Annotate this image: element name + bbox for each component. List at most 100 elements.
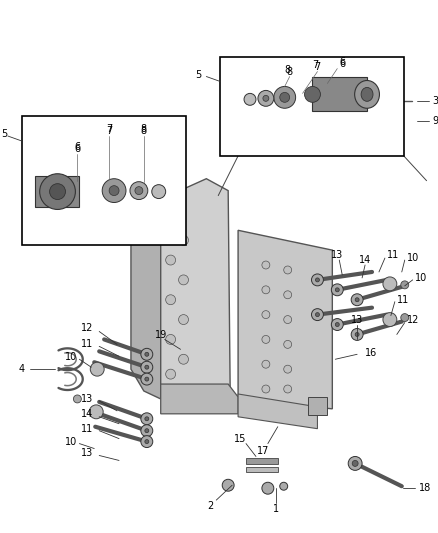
Bar <box>307 397 327 415</box>
Circle shape <box>145 429 149 433</box>
Text: 13: 13 <box>81 394 93 404</box>
Text: 8: 8 <box>285 64 291 75</box>
Text: 11: 11 <box>81 424 93 434</box>
Circle shape <box>141 425 153 437</box>
Circle shape <box>315 313 319 317</box>
Polygon shape <box>238 394 318 429</box>
Circle shape <box>284 316 292 324</box>
Circle shape <box>166 215 176 225</box>
Circle shape <box>135 187 143 195</box>
Text: 10: 10 <box>415 273 427 283</box>
Circle shape <box>141 435 153 448</box>
Ellipse shape <box>355 80 379 108</box>
Text: 7: 7 <box>106 126 112 136</box>
Circle shape <box>401 313 409 321</box>
Text: 12: 12 <box>81 322 93 333</box>
Circle shape <box>40 174 75 209</box>
Circle shape <box>145 365 149 369</box>
Circle shape <box>355 333 359 336</box>
Circle shape <box>74 395 81 403</box>
Text: 6: 6 <box>74 144 81 154</box>
Text: 7: 7 <box>106 124 112 134</box>
Text: 14: 14 <box>359 255 371 265</box>
Circle shape <box>152 184 166 199</box>
Circle shape <box>280 92 290 102</box>
Text: 10: 10 <box>407 253 419 263</box>
Text: 4: 4 <box>19 364 25 374</box>
Text: 8: 8 <box>141 124 147 134</box>
Circle shape <box>145 417 149 421</box>
Circle shape <box>166 255 176 265</box>
Circle shape <box>90 362 104 376</box>
Circle shape <box>258 91 274 106</box>
Circle shape <box>315 278 319 282</box>
Polygon shape <box>161 384 238 414</box>
Text: 17: 17 <box>257 446 269 456</box>
Circle shape <box>244 93 256 106</box>
Circle shape <box>145 440 149 443</box>
Text: 2: 2 <box>207 501 213 511</box>
Circle shape <box>262 286 270 294</box>
Circle shape <box>141 413 153 425</box>
Text: 18: 18 <box>419 483 431 493</box>
Circle shape <box>352 461 358 466</box>
Circle shape <box>145 377 149 381</box>
Circle shape <box>351 294 363 306</box>
Circle shape <box>262 482 274 494</box>
Circle shape <box>166 295 176 305</box>
Bar <box>22 116 186 245</box>
Circle shape <box>383 277 397 291</box>
Polygon shape <box>238 230 332 409</box>
Text: 11: 11 <box>397 295 409 305</box>
Circle shape <box>262 311 270 319</box>
Circle shape <box>179 354 188 364</box>
Text: 13: 13 <box>331 250 343 260</box>
Text: 9: 9 <box>433 116 438 126</box>
Circle shape <box>49 184 65 199</box>
Polygon shape <box>147 179 230 401</box>
Circle shape <box>284 266 292 274</box>
Circle shape <box>284 385 292 393</box>
Circle shape <box>141 349 153 360</box>
Text: 1: 1 <box>273 504 279 514</box>
Circle shape <box>262 335 270 343</box>
Polygon shape <box>131 199 161 399</box>
Text: 15: 15 <box>234 434 246 443</box>
Text: 10: 10 <box>65 437 78 447</box>
Text: 7: 7 <box>314 62 321 71</box>
Circle shape <box>401 281 409 289</box>
Circle shape <box>262 360 270 368</box>
Text: 16: 16 <box>365 348 377 358</box>
Circle shape <box>280 482 288 490</box>
Text: 5: 5 <box>1 129 7 139</box>
Circle shape <box>166 334 176 344</box>
Circle shape <box>263 95 269 101</box>
Circle shape <box>311 274 323 286</box>
Circle shape <box>166 369 176 379</box>
Circle shape <box>130 182 148 199</box>
Circle shape <box>262 261 270 269</box>
Circle shape <box>89 405 103 419</box>
Circle shape <box>145 352 149 356</box>
Ellipse shape <box>361 87 373 101</box>
Circle shape <box>304 86 321 102</box>
Text: 19: 19 <box>155 330 167 341</box>
Circle shape <box>395 98 403 106</box>
Text: 5: 5 <box>195 69 201 79</box>
Text: 12: 12 <box>407 314 419 325</box>
Text: 7: 7 <box>312 60 318 70</box>
Text: 13: 13 <box>81 448 93 458</box>
Circle shape <box>109 185 119 196</box>
Text: 6: 6 <box>339 56 345 67</box>
Bar <box>220 56 404 156</box>
Circle shape <box>102 179 126 203</box>
Text: 11: 11 <box>81 340 93 349</box>
Bar <box>312 77 367 111</box>
Circle shape <box>351 328 363 341</box>
Text: 10: 10 <box>65 352 78 362</box>
Circle shape <box>262 385 270 393</box>
Bar <box>246 458 278 464</box>
Text: 8: 8 <box>286 67 293 77</box>
Circle shape <box>331 284 343 296</box>
Text: 3: 3 <box>433 96 438 106</box>
